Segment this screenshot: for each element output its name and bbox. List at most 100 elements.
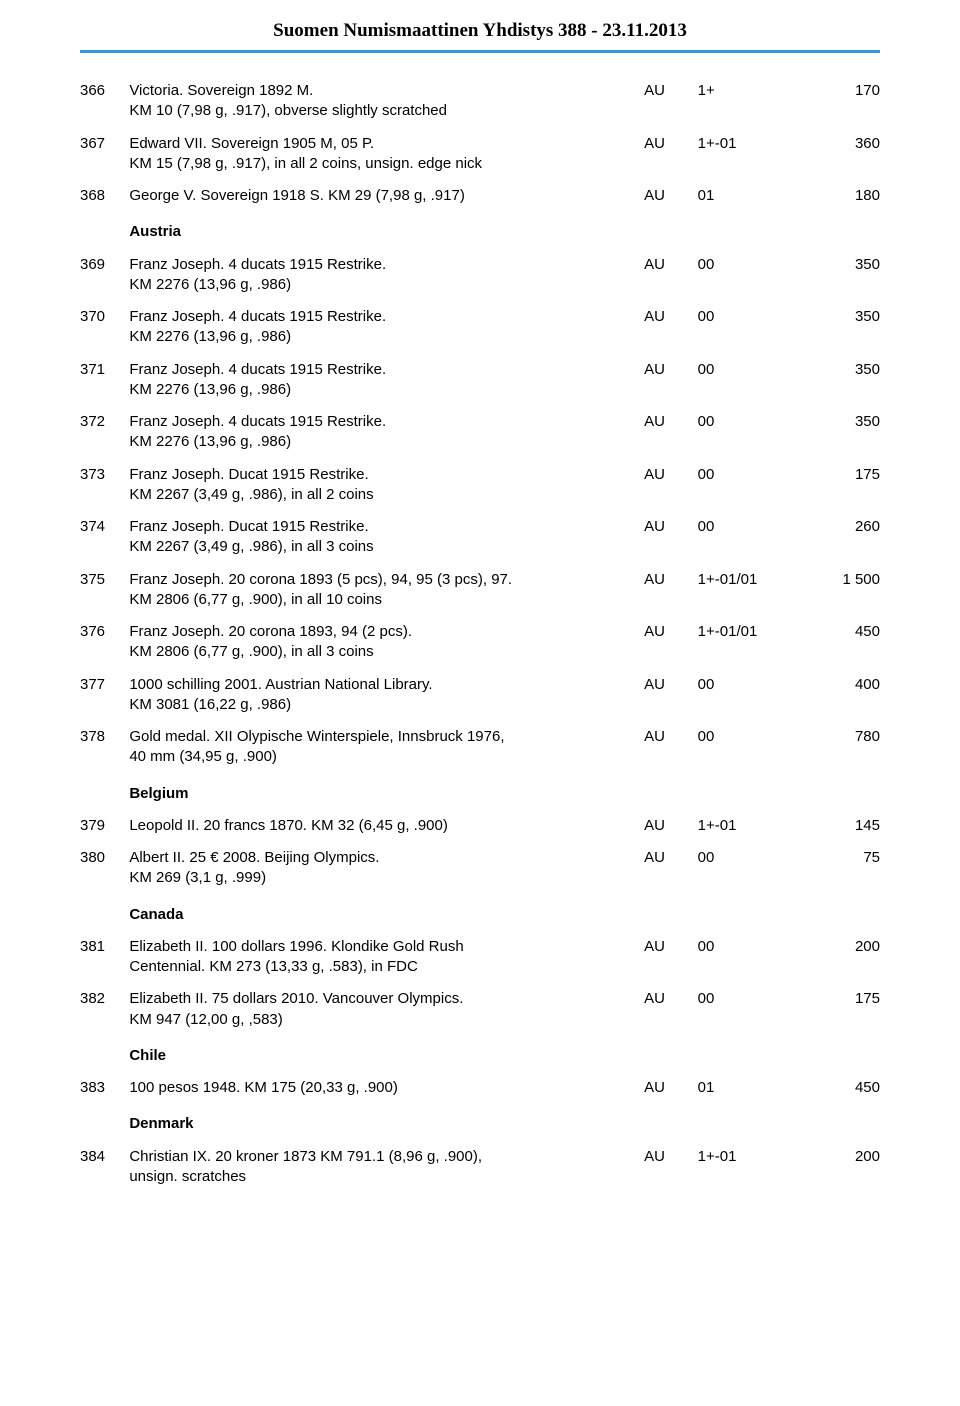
lot-number: 375 <box>80 564 129 617</box>
lot-row: 370Franz Joseph. 4 ducats 1915 Restrike.… <box>80 301 880 354</box>
section-heading: Denmark <box>80 1104 880 1140</box>
lot-row: 382Elizabeth II. 75 dollars 2010. Vancou… <box>80 983 880 1036</box>
lot-description: Edward VII. Sovereign 1905 M, 05 P. KM 1… <box>129 128 644 181</box>
lot-description: 100 pesos 1948. KM 175 (20,33 g, .900) <box>129 1072 644 1104</box>
lot-description: Gold medal. XII Olypische Winterspiele, … <box>129 721 644 774</box>
lot-number: 376 <box>80 616 129 669</box>
lot-description: George V. Sovereign 1918 S. KM 29 (7,98 … <box>129 180 644 212</box>
lot-row: 367Edward VII. Sovereign 1905 M, 05 P. K… <box>80 128 880 181</box>
lot-price: 1 500 <box>794 564 880 617</box>
lot-number: 383 <box>80 1072 129 1104</box>
lot-grade: 00 <box>698 669 795 722</box>
lot-price: 200 <box>794 931 880 984</box>
section-heading: Chile <box>80 1036 880 1072</box>
lot-description: Christian IX. 20 kroner 1873 KM 791.1 (8… <box>129 1141 644 1194</box>
lot-material: AU <box>644 459 698 512</box>
lot-grade: 1+ <box>698 75 795 128</box>
lot-grade: 1+-01/01 <box>698 564 795 617</box>
lot-grade: 00 <box>698 983 795 1036</box>
lot-description: Franz Joseph. 20 corona 1893, 94 (2 pcs)… <box>129 616 644 669</box>
lot-price: 350 <box>794 406 880 459</box>
lot-number: 370 <box>80 301 129 354</box>
lot-row: 368George V. Sovereign 1918 S. KM 29 (7,… <box>80 180 880 212</box>
section-heading: Belgium <box>80 774 880 810</box>
lot-number: 367 <box>80 128 129 181</box>
lot-material: AU <box>644 616 698 669</box>
lot-number: 379 <box>80 810 129 842</box>
lot-table: 366Victoria. Sovereign 1892 M. KM 10 (7,… <box>80 75 880 1193</box>
lot-material: AU <box>644 721 698 774</box>
lot-description: Franz Joseph. Ducat 1915 Restrike. KM 22… <box>129 511 644 564</box>
lot-row: 381Elizabeth II. 100 dollars 1996. Klond… <box>80 931 880 984</box>
lot-description: Victoria. Sovereign 1892 M. KM 10 (7,98 … <box>129 75 644 128</box>
lot-description: Franz Joseph. 4 ducats 1915 Restrike. KM… <box>129 301 644 354</box>
lot-grade: 1+-01 <box>698 128 795 181</box>
lot-material: AU <box>644 564 698 617</box>
lot-grade: 00 <box>698 721 795 774</box>
lot-row: 376Franz Joseph. 20 corona 1893, 94 (2 p… <box>80 616 880 669</box>
lot-description: Franz Joseph. 20 corona 1893 (5 pcs), 94… <box>129 564 644 617</box>
lot-row: 372Franz Joseph. 4 ducats 1915 Restrike.… <box>80 406 880 459</box>
lot-grade: 00 <box>698 459 795 512</box>
lot-grade: 1+-01/01 <box>698 616 795 669</box>
lot-material: AU <box>644 931 698 984</box>
lot-description: Elizabeth II. 100 dollars 1996. Klondike… <box>129 931 644 984</box>
lot-number: 369 <box>80 249 129 302</box>
lot-price: 450 <box>794 616 880 669</box>
lot-number: 380 <box>80 842 129 895</box>
lot-row: 379Leopold II. 20 francs 1870. KM 32 (6,… <box>80 810 880 842</box>
lot-price: 175 <box>794 459 880 512</box>
lot-row: 3771000 schilling 2001. Austrian Nationa… <box>80 669 880 722</box>
lot-number: 371 <box>80 354 129 407</box>
lot-grade: 1+-01 <box>698 1141 795 1194</box>
lot-material: AU <box>644 669 698 722</box>
lot-material: AU <box>644 810 698 842</box>
lot-material: AU <box>644 511 698 564</box>
section-label: Austria <box>129 212 880 248</box>
lot-row: 384Christian IX. 20 kroner 1873 KM 791.1… <box>80 1141 880 1194</box>
lot-price: 780 <box>794 721 880 774</box>
lot-description: Elizabeth II. 75 dollars 2010. Vancouver… <box>129 983 644 1036</box>
lot-price: 75 <box>794 842 880 895</box>
lot-row: 374Franz Joseph. Ducat 1915 Restrike. KM… <box>80 511 880 564</box>
lot-number: 382 <box>80 983 129 1036</box>
lot-grade: 00 <box>698 842 795 895</box>
lot-price: 260 <box>794 511 880 564</box>
lot-price: 400 <box>794 669 880 722</box>
lot-description: Franz Joseph. Ducat 1915 Restrike. KM 22… <box>129 459 644 512</box>
lot-row: 378Gold medal. XII Olypische Winterspiel… <box>80 721 880 774</box>
lot-description: Franz Joseph. 4 ducats 1915 Restrike. KM… <box>129 406 644 459</box>
lot-number: 366 <box>80 75 129 128</box>
lot-grade: 00 <box>698 249 795 302</box>
lot-row: 369Franz Joseph. 4 ducats 1915 Restrike.… <box>80 249 880 302</box>
lot-number: 374 <box>80 511 129 564</box>
lot-grade: 01 <box>698 1072 795 1104</box>
lot-number: 384 <box>80 1141 129 1194</box>
lot-price: 350 <box>794 249 880 302</box>
lot-material: AU <box>644 75 698 128</box>
lot-price: 350 <box>794 354 880 407</box>
lot-price: 145 <box>794 810 880 842</box>
lot-grade: 00 <box>698 301 795 354</box>
lot-material: AU <box>644 128 698 181</box>
lot-material: AU <box>644 354 698 407</box>
lot-row: 383100 pesos 1948. KM 175 (20,33 g, .900… <box>80 1072 880 1104</box>
lot-price: 180 <box>794 180 880 212</box>
lot-number: 368 <box>80 180 129 212</box>
lot-price: 170 <box>794 75 880 128</box>
lot-material: AU <box>644 842 698 895</box>
lot-grade: 00 <box>698 931 795 984</box>
lot-price: 350 <box>794 301 880 354</box>
lot-row: 371Franz Joseph. 4 ducats 1915 Restrike.… <box>80 354 880 407</box>
lot-description: Franz Joseph. 4 ducats 1915 Restrike. KM… <box>129 249 644 302</box>
section-label: Chile <box>129 1036 880 1072</box>
lot-number: 373 <box>80 459 129 512</box>
section-label: Denmark <box>129 1104 880 1140</box>
lot-grade: 01 <box>698 180 795 212</box>
lot-price: 175 <box>794 983 880 1036</box>
header-divider <box>80 50 880 53</box>
lot-material: AU <box>644 1141 698 1194</box>
lot-material: AU <box>644 983 698 1036</box>
lot-description: Albert II. 25 € 2008. Beijing Olympics. … <box>129 842 644 895</box>
lot-row: 373Franz Joseph. Ducat 1915 Restrike. KM… <box>80 459 880 512</box>
